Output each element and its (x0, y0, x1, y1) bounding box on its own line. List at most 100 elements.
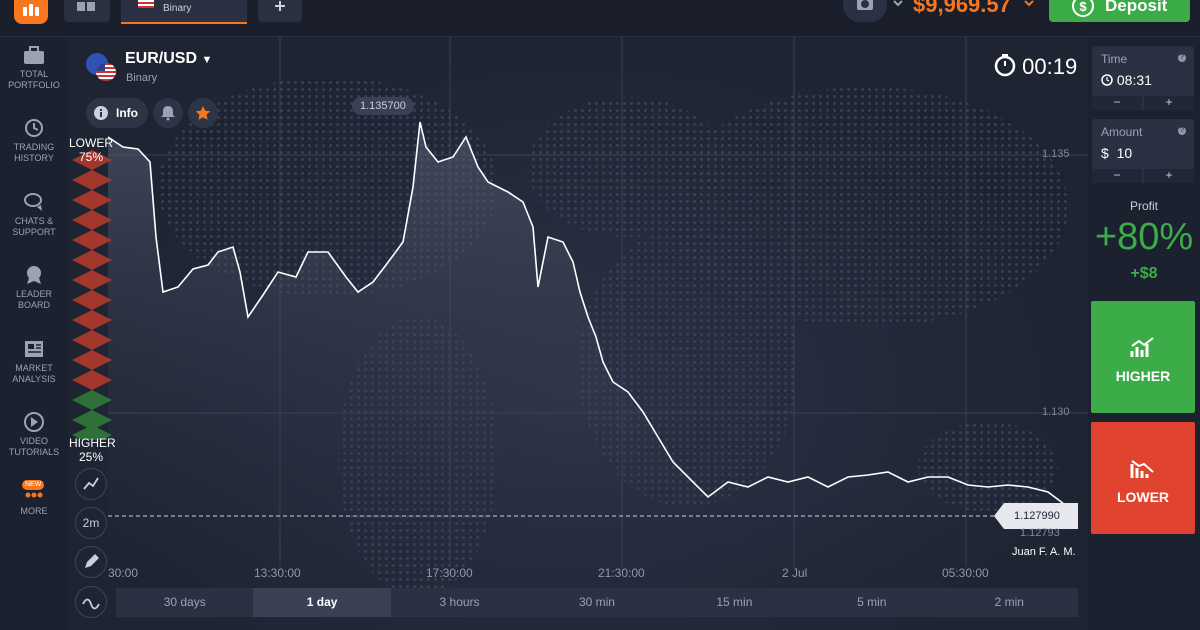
history-icon (25, 119, 43, 137)
us-flag-icon (96, 63, 116, 81)
x-tick: 30:00 (108, 566, 139, 580)
chevron-down-icon: ▼ (201, 54, 213, 66)
profit-amount: +$8 (1130, 265, 1158, 282)
bell-icon (161, 106, 175, 121)
higher-button[interactable]: HIGHER (1091, 301, 1195, 413)
lower-button[interactable]: LOWER (1091, 422, 1195, 534)
price-chart (107, 37, 1088, 597)
sidebar-item-label: LEADER BOARD (15, 289, 52, 310)
sidebar-item-label: CHATS & SUPPORT (12, 216, 56, 237)
x-tick: 17:30:00 (426, 566, 473, 580)
period-1-day[interactable]: 1 day (253, 588, 391, 617)
period-15-min[interactable]: 15 min (716, 595, 753, 609)
chat-icon (24, 193, 42, 211)
x-tick: 2 Jul (782, 566, 808, 580)
info-button[interactable]: Info (86, 98, 148, 128)
sidebar-item-label: TRADING HISTORY (13, 142, 55, 163)
price-area-fill (108, 122, 1068, 567)
balance-chevron-icon[interactable] (1024, 0, 1034, 8)
expiry-timer: 00:19 (994, 53, 1077, 80)
y-tick: 1.135 (1042, 148, 1070, 160)
period-selector: 30 days 1 day 3 hours 30 min 15 min 5 mi… (116, 588, 1078, 617)
higher-sentiment-label: HIGHER 25% (69, 436, 116, 464)
y-tick: 1.130 (1042, 406, 1070, 418)
avatar[interactable] (843, 0, 887, 22)
layout-toggle-button[interactable] (64, 0, 110, 22)
lower-label: LOWER (1116, 489, 1170, 505)
x-tick: 13:30:00 (254, 566, 301, 580)
add-tab-button[interactable] (258, 0, 302, 22)
more-icon (25, 492, 43, 498)
sidebar-item-trading-history[interactable]: TRADING HISTORY (0, 118, 68, 164)
play-icon (24, 412, 44, 432)
time-value[interactable]: 08:31 (1101, 72, 1152, 88)
wave-icon (82, 598, 100, 610)
sidebar-item-leader-board[interactable]: LEADER BOARD (0, 265, 68, 311)
secondary-price: 1.12793 (1020, 527, 1060, 539)
alert-button[interactable] (153, 98, 183, 128)
price-line (107, 121, 1069, 508)
app-logo[interactable] (14, 0, 48, 24)
high-price-label: 1.135700 (352, 97, 414, 115)
amount-minus-button[interactable]: − (1092, 169, 1142, 183)
time-plus-button[interactable]: + (1144, 96, 1194, 110)
asset-type: Binary (126, 72, 158, 84)
timeframe-button[interactable]: 2m (75, 507, 107, 539)
trend-down-icon (1130, 460, 1154, 478)
account-balance[interactable]: $9,969.57 (913, 0, 1011, 17)
help-icon[interactable]: ? (1178, 127, 1186, 135)
asset-selector[interactable]: EUR/USD ▼ (125, 50, 213, 67)
sentiment-bar (72, 150, 112, 440)
sidebar-item-label: TOTAL PORTFOLIO (8, 69, 60, 90)
drawing-tool-button[interactable] (75, 546, 107, 578)
time-box[interactable]: Time ? 08:31 − + (1092, 46, 1194, 110)
sidebar-item-chats-support[interactable]: CHATS & SUPPORT (0, 192, 68, 238)
clock-icon (1101, 74, 1113, 86)
favorite-button[interactable] (188, 98, 218, 128)
trader-name: Juan F. A. M. (1012, 546, 1076, 558)
period-30-min[interactable]: 30 min (578, 595, 615, 609)
sidebar-item-video-tutorials[interactable]: VIDEO TUTORIALS (0, 412, 68, 458)
sidebar-item-more[interactable]: NEW MORE (0, 480, 68, 517)
deposit-button[interactable]: $ Deposit (1049, 0, 1190, 22)
sidebar-item-label: MARKET ANALYSIS (12, 363, 56, 384)
tab-eurusd-binary[interactable]: Binary (121, 0, 247, 24)
info-label: Info (116, 106, 138, 120)
deposit-icon: $ (1072, 0, 1094, 17)
amount-plus-button[interactable]: + (1144, 169, 1194, 183)
amount-box[interactable]: Amount ? $ 10 − + (1092, 119, 1194, 183)
new-badge: NEW (22, 480, 45, 490)
higher-label: HIGHER (1115, 368, 1171, 384)
newspaper-icon (25, 341, 43, 357)
chart-area[interactable] (68, 37, 1088, 630)
deposit-label: Deposit (1105, 0, 1168, 15)
amount-input[interactable]: $ 10 (1101, 145, 1133, 161)
period-2-min[interactable]: 2 min (994, 595, 1024, 609)
us-flag-icon (138, 0, 154, 8)
time-minus-button[interactable]: − (1092, 96, 1142, 110)
trophy-icon (27, 266, 41, 284)
indicators-button[interactable] (75, 586, 107, 618)
grid-icon (77, 2, 95, 11)
chart-line-icon (83, 477, 99, 490)
period-5-min[interactable]: 5 min (857, 595, 887, 609)
help-icon[interactable]: ? (1178, 54, 1186, 62)
sidebar-item-label: VIDEO TUTORIALS (8, 436, 60, 457)
profit-label: Profit (1129, 199, 1158, 213)
profit-percent: +80% (1094, 216, 1194, 258)
chart-type-button[interactable] (75, 468, 107, 500)
info-icon (94, 106, 108, 120)
top-bar: Binary $9,969.57 $ Deposit (0, 0, 1200, 37)
amount-label: Amount (1101, 125, 1143, 139)
sidebar-item-market-analysis[interactable]: MARKET ANALYSIS (0, 339, 68, 385)
sidebar-item-total-portfolio[interactable]: TOTAL PORTFOLIO (0, 45, 68, 91)
star-icon (195, 106, 211, 120)
period-3-hours[interactable]: 3 hours (439, 595, 480, 609)
lower-sentiment-label: LOWER 75% (69, 136, 114, 164)
pencil-icon (85, 554, 99, 568)
period-30-days[interactable]: 30 days (163, 595, 206, 609)
chevron-down-icon[interactable] (893, 0, 903, 8)
camera-icon (857, 0, 873, 10)
sidebar-item-label: MORE (20, 506, 48, 516)
briefcase-icon (24, 46, 44, 64)
